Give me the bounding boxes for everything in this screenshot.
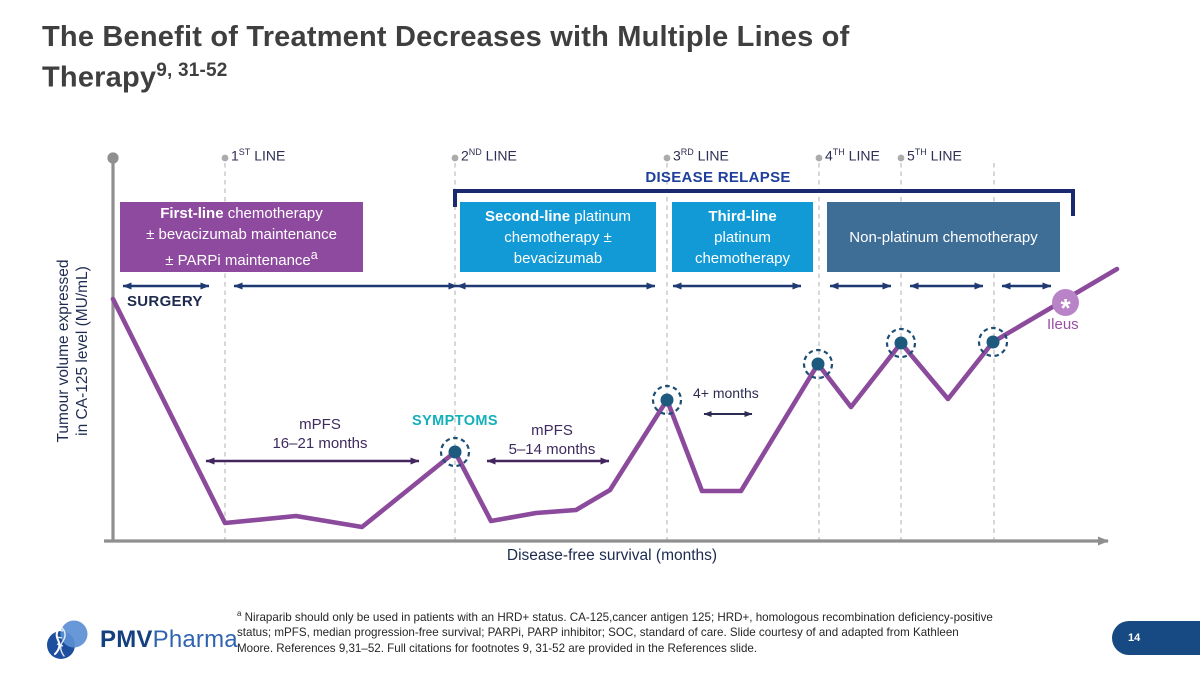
relapse-markers (439, 326, 1009, 468)
tumour-volume-line (110, 266, 1120, 530)
label-5th-line: 5TH LINE (907, 147, 962, 164)
first-line-treatment-box: First-line chemotherapy ± bevacizumab ma… (120, 202, 363, 272)
y-axis-label: Tumour volume expressed in CA-125 level … (55, 259, 91, 443)
mpfs-first-label: mPFS 16–21 months (272, 416, 368, 452)
page-title-line1: The Benefit of Treatment Decreases with … (42, 21, 850, 53)
footnote: a Niraparib should only be used in patie… (237, 609, 993, 655)
pmv-pharma-logo: PMVPharma (42, 616, 272, 664)
page-title-line2: Therapy9, 31-52 (42, 60, 228, 94)
label-2nd-line: 2ND LINE (461, 147, 517, 164)
page-title: The Benefit of Treatment Decreases with … (42, 20, 1142, 95)
y-axis-top-dot (107, 152, 119, 164)
guide-top-dots (221, 154, 905, 162)
footnote-marker-a: a (310, 248, 318, 262)
x-axis-label: Disease-free survival (months) (506, 547, 718, 564)
page-number-badge: 14 (1112, 621, 1200, 655)
ileus-asterisk-marker: * (1052, 289, 1079, 323)
symptoms-label: SYMPTOMS (412, 413, 498, 429)
four-months-label: 4+ months (693, 385, 759, 401)
second-line-treatment-box: Second-line platinum chemotherapy ± beva… (460, 202, 656, 272)
title-reference-superscript: 9, 31-52 (156, 60, 228, 81)
third-line-treatment-box: Third-line platinum chemotherapy (672, 202, 813, 272)
ileus-label: Ileus (1047, 316, 1079, 333)
label-1st-line: 1ST LINE (231, 147, 286, 164)
surgery-label: SURGERY (127, 293, 203, 310)
label-3rd-line: 3RD LINE (673, 147, 729, 164)
non-platinum-treatment-box: Non-platinum chemotherapy (827, 202, 1060, 272)
label-4th-line: 4TH LINE (825, 147, 880, 164)
footnote-superscript: a (237, 609, 242, 618)
disease-relapse-bracket (453, 189, 1075, 216)
pmv-pharma-logo-text: PMVPharma (100, 626, 238, 653)
pmv-pharma-logo-icon (47, 620, 88, 659)
mpfs-second-label: mPFS 5–14 months (508, 422, 596, 458)
disease-relapse-label: DISEASE RELAPSE (645, 169, 791, 186)
